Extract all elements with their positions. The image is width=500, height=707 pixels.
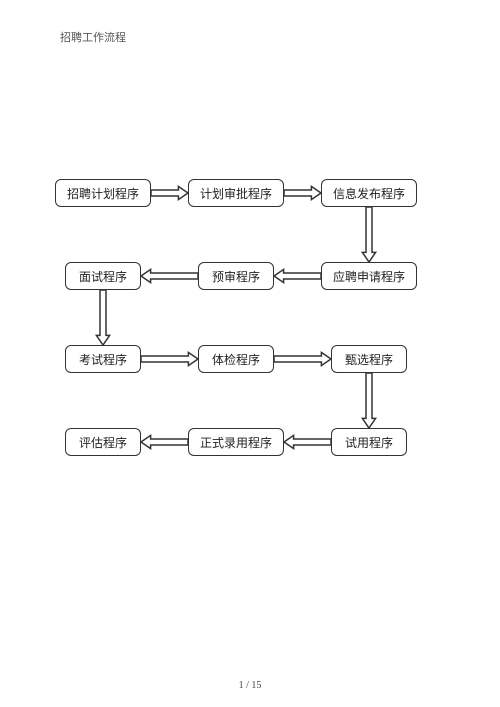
flowchart-node: 信息发布程序: [321, 179, 417, 207]
flowchart-edge: [141, 352, 198, 365]
flowchart-edge: [362, 373, 375, 428]
flowchart-node: 正式录用程序: [188, 428, 284, 456]
flowchart-edge: [284, 435, 331, 448]
flowchart-node: 计划审批程序: [188, 179, 284, 207]
flowchart-edge: [284, 186, 321, 199]
flowchart-edge: [274, 352, 331, 365]
flowchart-edge: [141, 435, 188, 448]
page-title: 招聘工作流程: [60, 29, 126, 45]
flowchart-edge: [274, 269, 321, 282]
flowchart-node: 面试程序: [65, 262, 141, 290]
flowchart-edge: [362, 207, 375, 262]
flowchart-edge: [96, 290, 109, 345]
flowchart-edge: [141, 269, 198, 282]
flowchart-edge: [151, 186, 188, 199]
flowchart-node: 招聘计划程序: [55, 179, 151, 207]
flowchart-node: 考试程序: [65, 345, 141, 373]
flowchart-node: 应聘申请程序: [321, 262, 417, 290]
flowchart-node: 甄选程序: [331, 345, 407, 373]
page-number: 1 / 15: [239, 680, 262, 691]
flowchart-node: 体检程序: [198, 345, 274, 373]
flowchart-node: 预审程序: [198, 262, 274, 290]
flowchart-node: 评估程序: [65, 428, 141, 456]
flowchart-node: 试用程序: [331, 428, 407, 456]
